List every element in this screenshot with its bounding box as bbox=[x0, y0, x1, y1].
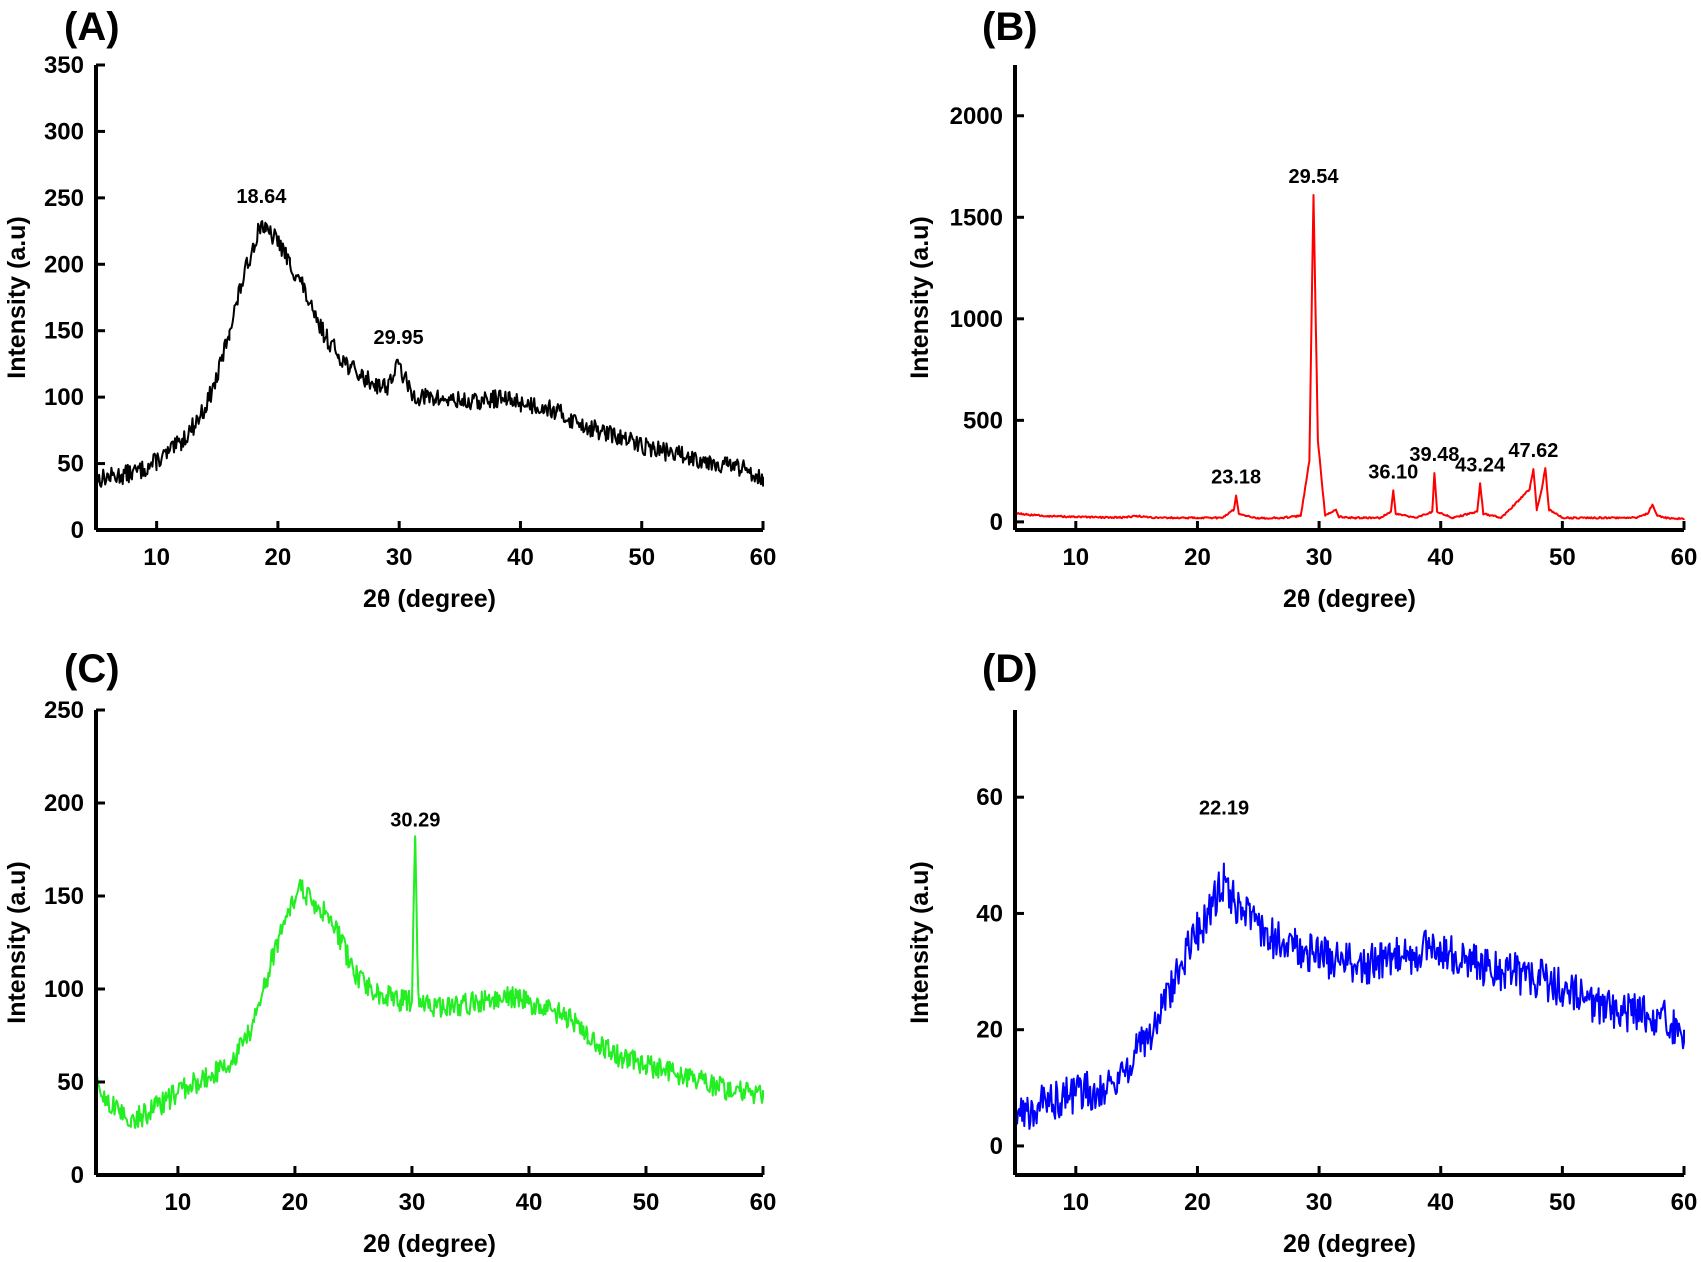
panel-d-x-tick-label: 20 bbox=[1184, 1189, 1211, 1216]
panel-a-x-tick-label: 60 bbox=[750, 544, 777, 571]
panel-label-a: (A) bbox=[64, 5, 120, 49]
panel-c-y-axis-title: Intensity (a.u) bbox=[3, 861, 31, 1024]
panel-a-x-tick-label: 20 bbox=[265, 544, 292, 571]
panel-c-y-tick-label: 150 bbox=[44, 883, 84, 910]
panel-b-x-tick-label: 40 bbox=[1427, 544, 1454, 571]
panel-b-y-tick-label: 0 bbox=[990, 509, 1003, 536]
panel-c-x-tick-label: 10 bbox=[165, 1189, 192, 1216]
panel-b-x-axis-title: 2θ (degree) bbox=[1283, 585, 1416, 613]
panel-b-y-tick-label: 1500 bbox=[950, 204, 1003, 231]
panel-c-x-tick-label: 20 bbox=[282, 1189, 309, 1216]
panel-b-y-tick-label: 2000 bbox=[950, 103, 1003, 130]
panel-label-d: (D) bbox=[982, 647, 1038, 691]
panel-d-x-tick-label: 60 bbox=[1671, 1189, 1698, 1216]
panel-b-x-tick-label: 20 bbox=[1184, 544, 1211, 571]
panel-d-y-tick-label: 0 bbox=[990, 1133, 1003, 1160]
panel-a-y-axis-title: Intensity (a.u) bbox=[3, 216, 31, 379]
panel-c-y-tick-label: 50 bbox=[57, 1069, 84, 1096]
panel-a-y-tick-label: 350 bbox=[44, 52, 84, 79]
panel-a-x-tick-label: 10 bbox=[143, 544, 170, 571]
panel-a-y-tick-label: 150 bbox=[44, 318, 84, 345]
panel-d-x-tick-label: 40 bbox=[1427, 1189, 1454, 1216]
panel-c-y-tick-label: 0 bbox=[71, 1162, 84, 1189]
panel-b-peak-label: 36.10 bbox=[1368, 461, 1418, 483]
panel-b-peak-label: 23.18 bbox=[1211, 466, 1261, 488]
panel-a-peak-label: 29.95 bbox=[374, 327, 424, 349]
panel-b-x-tick-label: 50 bbox=[1549, 544, 1576, 571]
panel-c-x-tick-label: 50 bbox=[633, 1189, 660, 1216]
panel-b-y-axis-title: Intensity (a.u) bbox=[906, 216, 934, 379]
panel-c: (C) 10 20 30 40 50 60 0 50 100 150 200 250 2θ (degre… bbox=[3, 647, 776, 1258]
panel-label-c: (C) bbox=[64, 647, 120, 691]
panel-b-peak-label: 43.24 bbox=[1455, 454, 1506, 476]
panel-d-x-tick-label: 10 bbox=[1062, 1189, 1089, 1216]
panel-d-x-tick-label: 50 bbox=[1549, 1189, 1576, 1216]
panel-a-series-line bbox=[95, 220, 764, 488]
panel-b-series-line bbox=[1015, 194, 1685, 521]
panel-b-peak-label: 47.62 bbox=[1508, 440, 1558, 462]
panel-label-b: (B) bbox=[982, 5, 1038, 49]
panel-d-y-axis-title: Intensity (a.u) bbox=[906, 861, 934, 1024]
panel-c-peak-label: 30.29 bbox=[390, 809, 440, 831]
panel-d-peak-label: 22.19 bbox=[1199, 797, 1249, 819]
panel-d-y-tick-label: 40 bbox=[976, 900, 1003, 927]
panel-d-y-tick-label: 20 bbox=[976, 1017, 1003, 1044]
panel-a-peak-label: 18.64 bbox=[236, 186, 287, 208]
panel-c-y-tick-label: 250 bbox=[44, 697, 84, 724]
panel-c-x-tick-label: 40 bbox=[516, 1189, 543, 1216]
panel-b-peak-label: 29.54 bbox=[1288, 166, 1339, 188]
panel-c-x-tick-label: 30 bbox=[399, 1189, 426, 1216]
panel-a-x-tick-label: 40 bbox=[507, 544, 534, 571]
panel-a-y-tick-label: 100 bbox=[44, 384, 84, 411]
panel-a-y-tick-label: 300 bbox=[44, 118, 84, 145]
panel-a: (A) 10 20 30 40 50 60 0 50 100 150 200 250 300 350 2θ … bbox=[3, 5, 776, 613]
panel-c-x-tick-label: 60 bbox=[750, 1189, 777, 1216]
panel-b-peak-label: 39.48 bbox=[1409, 444, 1459, 466]
panel-c-x-axis-title: 2θ (degree) bbox=[363, 1230, 496, 1258]
panel-a-x-tick-label: 30 bbox=[386, 544, 413, 571]
panel-a-y-tick-label: 250 bbox=[44, 185, 84, 212]
panel-d-y-tick-label: 60 bbox=[976, 784, 1003, 811]
panel-a-y-tick-label: 50 bbox=[57, 451, 84, 478]
panel-b-x-tick-label: 30 bbox=[1306, 544, 1333, 571]
panel-c-y-tick-label: 100 bbox=[44, 976, 84, 1003]
panel-d: (D) 10 20 30 40 50 60 0 20 40 60 2θ (degree) Intens… bbox=[906, 647, 1697, 1258]
panel-d-x-tick-label: 30 bbox=[1306, 1189, 1333, 1216]
panel-b-y-tick-label: 500 bbox=[963, 407, 1003, 434]
panel-a-y-tick-label: 0 bbox=[71, 517, 84, 544]
panel-b-x-tick-label: 60 bbox=[1671, 544, 1698, 571]
panel-c-series-line bbox=[95, 835, 764, 1129]
panel-a-x-axis-title: 2θ (degree) bbox=[363, 585, 496, 613]
panel-b-x-tick-label: 10 bbox=[1062, 544, 1089, 571]
panel-a-y-tick-label: 200 bbox=[44, 251, 84, 278]
panel-c-y-tick-label: 200 bbox=[44, 790, 84, 817]
panel-b-y-tick-label: 1000 bbox=[950, 306, 1003, 333]
panel-a-x-tick-label: 50 bbox=[628, 544, 655, 571]
panel-d-series-line bbox=[1014, 862, 1685, 1130]
panel-d-x-axis-title: 2θ (degree) bbox=[1283, 1230, 1416, 1258]
panel-b: (B) 10 20 30 40 50 60 0 500 1000 1500 2000 2θ (degr… bbox=[906, 5, 1697, 613]
